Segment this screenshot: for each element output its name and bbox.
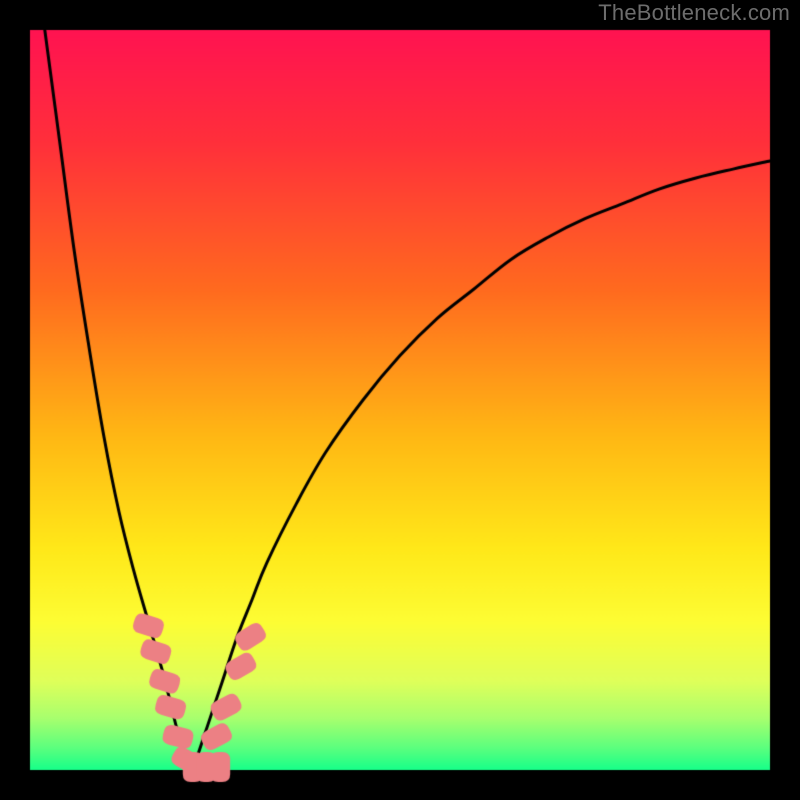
watermark-label: TheBottleneck.com [598,0,790,26]
highlight-markers [0,0,800,800]
chart-stage: TheBottleneck.com [0,0,800,800]
